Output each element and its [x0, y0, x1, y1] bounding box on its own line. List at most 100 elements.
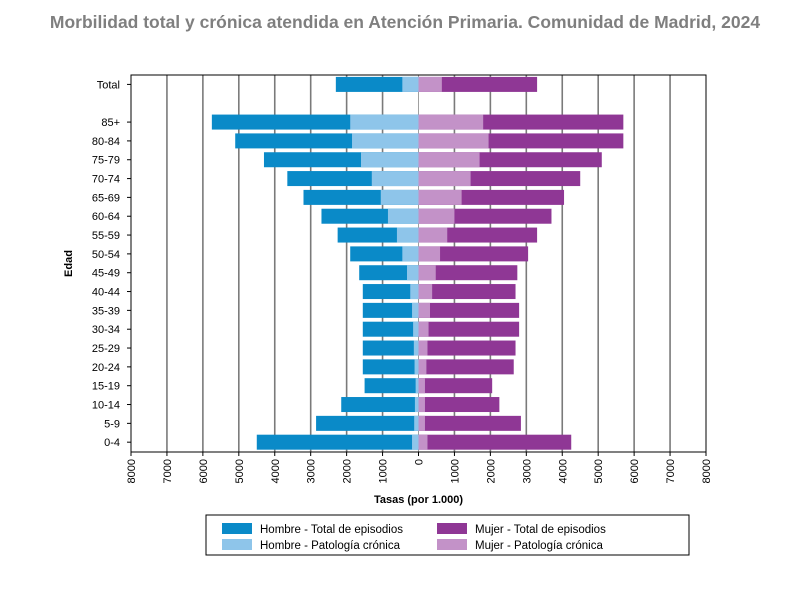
bar-hombre-cronica-85plus: [350, 114, 419, 130]
bar-mujer-total-Total: [418, 76, 538, 92]
bar-hombre-cronica-40-44: [410, 284, 419, 300]
category-label: 75-79: [92, 155, 120, 167]
bar-mujer-total-15-19: [418, 378, 493, 394]
legend-label: Mujer - Total de episodios: [475, 524, 606, 536]
bar-mujer-cronica-0-4: [418, 434, 428, 450]
bar-mujer-cronica-85plus: [418, 114, 484, 130]
legend-swatch: [437, 523, 467, 534]
x-tick-label: 4000: [557, 459, 569, 483]
x-tick-label: 5000: [234, 459, 246, 483]
bar-mujer-total-50-54: [418, 246, 529, 262]
bar-hombre-cronica-50-54: [402, 246, 419, 262]
bars: [211, 76, 624, 450]
bar-mujer-cronica-30-34: [418, 321, 429, 337]
legend-label: Mujer - Patología crónica: [475, 540, 603, 552]
bar-hombre-cronica-55-59: [396, 227, 419, 243]
x-tick-labels: 8000 7000 6000 5000 4000 3000 2000 1000 0 1000 200…: [126, 452, 713, 483]
category-label: 10-14: [92, 400, 120, 412]
bar-hombre-cronica-45-49: [407, 265, 419, 281]
bar-mujer-cronica-25-29: [418, 340, 428, 356]
bar-mujer-total-40-44: [418, 284, 516, 300]
bar-hombre-cronica-25-29: [413, 340, 419, 356]
category-label: 65-69: [92, 192, 120, 204]
legend-swatch: [437, 539, 467, 550]
bar-hombre-total-20-24: [362, 359, 419, 375]
bar-mujer-cronica-70-74: [418, 171, 471, 187]
legend-swatch: [222, 539, 252, 550]
category-label: 70-74: [92, 174, 120, 186]
x-tick-label: 7000: [162, 459, 174, 483]
category-label: Total: [97, 79, 120, 91]
category-label: 0-4: [104, 437, 120, 449]
bar-mujer-cronica-50-54: [418, 246, 441, 262]
category-label: 20-24: [92, 362, 120, 374]
bar-mujer-total-0-4: [418, 434, 572, 450]
category-label: 5-9: [104, 418, 120, 430]
bar-hombre-total-35-39: [362, 302, 419, 318]
chart-title: Morbilidad total y crónica atendida en A…: [49, 12, 761, 32]
category-ticks: [127, 83, 131, 443]
legend: Hombre - Total de episodios Hombre - Pato…: [205, 514, 690, 556]
bar-hombre-cronica-0-4: [412, 434, 419, 450]
bar-mujer-cronica-65-69: [418, 189, 462, 205]
x-tick-label: 8000: [126, 459, 138, 483]
bar-mujer-total-10-14: [418, 397, 500, 413]
x-tick-label: 2000: [485, 459, 497, 483]
bar-mujer-total-25-29: [418, 340, 516, 356]
bar-hombre-total-15-19: [364, 378, 419, 394]
category-label: 40-44: [92, 287, 120, 299]
x-tick-label: 6000: [198, 459, 210, 483]
category-label: 25-29: [92, 343, 120, 355]
category-label: 55-59: [92, 230, 120, 242]
bar-hombre-cronica-15-19: [415, 378, 419, 394]
legend-label: Hombre - Total de episodios: [260, 524, 403, 536]
bar-mujer-total-30-34: [418, 321, 520, 337]
bar-hombre-total-0-4: [256, 434, 419, 450]
category-label: 80-84: [92, 136, 120, 148]
x-tick-label: 3000: [521, 459, 533, 483]
bar-mujer-total-55-59: [418, 227, 538, 243]
category-label: 30-34: [92, 324, 120, 336]
bar-hombre-total-25-29: [362, 340, 419, 356]
bar-hombre-total-45-49: [359, 265, 419, 281]
bar-mujer-cronica-60-64: [418, 208, 455, 224]
bar-hombre-total-30-34: [362, 321, 419, 337]
bar-mujer-cronica-Total: [418, 76, 442, 92]
bar-mujer-cronica-10-14: [418, 397, 425, 413]
bar-mujer-cronica-75-79: [418, 152, 480, 168]
bar-hombre-cronica-35-39: [412, 302, 419, 318]
legend-swatch: [222, 523, 252, 534]
bar-hombre-cronica-20-24: [414, 359, 419, 375]
x-tick-label: 2000: [342, 459, 354, 483]
bar-mujer-cronica-35-39: [418, 302, 430, 318]
x-tick-label: 5000: [593, 459, 605, 483]
bar-hombre-cronica-60-64: [387, 208, 419, 224]
bar-hombre-cronica-65-69: [380, 189, 419, 205]
x-tick-label: 0: [414, 459, 426, 465]
bar-hombre-total-5-9: [316, 415, 419, 431]
bar-mujer-cronica-20-24: [418, 359, 427, 375]
bar-hombre-total-10-14: [341, 397, 419, 413]
bar-mujer-total-45-49: [418, 265, 518, 281]
x-tick-label: 1000: [449, 459, 461, 483]
bar-hombre-total-50-54: [350, 246, 419, 262]
bar-hombre-cronica-75-79: [361, 152, 419, 168]
category-label: 50-54: [92, 249, 120, 261]
x-tick-label: 3000: [306, 459, 318, 483]
bar-hombre-cronica-30-34: [413, 321, 419, 337]
bar-mujer-cronica-15-19: [418, 378, 425, 394]
category-label: 85+: [101, 117, 120, 129]
bar-hombre-total-Total: [335, 76, 419, 92]
bar-mujer-cronica-45-49: [418, 265, 436, 281]
x-tick-label: 4000: [270, 459, 282, 483]
category-labels: Total 85+ 80-84 75-79 70-74 65-69 60-64 55-59 50…: [92, 79, 120, 449]
bar-mujer-total-20-24: [418, 359, 514, 375]
x-tick-label: 1000: [378, 459, 390, 483]
bar-hombre-cronica-80-84: [352, 133, 419, 149]
y-axis-title: Edad: [63, 250, 75, 277]
category-label: 35-39: [92, 305, 120, 317]
bar-mujer-total-35-39: [418, 302, 520, 318]
bar-mujer-cronica-80-84: [418, 133, 489, 149]
bar-hombre-cronica-5-9: [414, 415, 419, 431]
